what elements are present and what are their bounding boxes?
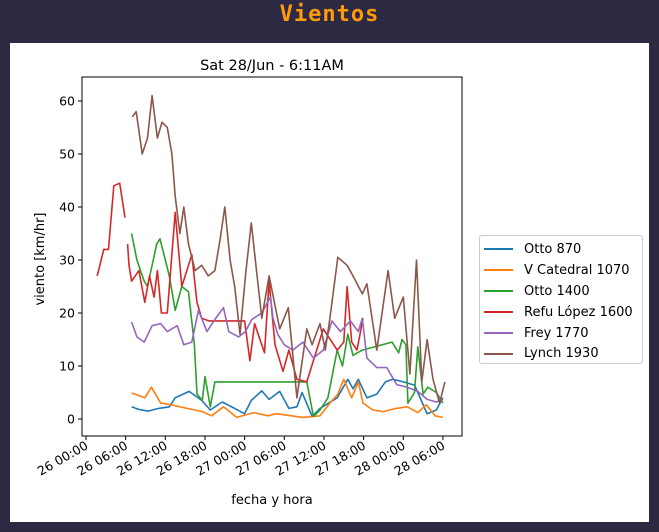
y-tick-label: 60 [59, 94, 75, 109]
series-lines [96, 94, 446, 419]
legend-label: V Catedral 1070 [524, 262, 630, 278]
app-title: Vientos [279, 2, 380, 27]
y-tick-label: 50 [59, 147, 75, 162]
legend-line-swatch [484, 332, 513, 334]
legend-line-swatch [484, 248, 513, 251]
legend-label: Frey 1770 [524, 325, 589, 341]
legend-line-swatch [484, 311, 513, 314]
legend-label: Refu López 1600 [524, 304, 633, 320]
series-line-1 [131, 378, 444, 419]
legend-item: V Catedral 1070 [484, 260, 642, 281]
y-tick-label: 10 [59, 359, 75, 374]
legend-item: Lynch 1930 [484, 343, 642, 364]
legend: Otto 870 V Catedral 1070 Otto 1400 Refu Lóp… [479, 235, 643, 364]
legend-line-swatch [484, 269, 513, 272]
chart-title: Sat 28/Jun - 6:11AM [200, 58, 344, 74]
legend-line-swatch [484, 290, 513, 293]
legend-item: Otto 870 [484, 239, 642, 260]
y-tick-label: 20 [59, 306, 75, 321]
y-axis-label: viento [km/hr] [33, 212, 48, 305]
legend-line-swatch [484, 352, 513, 355]
series-line-2 [130, 233, 444, 418]
series-line-0 [131, 378, 444, 418]
legend-label: Otto 870 [524, 241, 582, 257]
plot-frame [81, 76, 463, 437]
legend-item: Refu López 1600 [484, 302, 642, 323]
legend-item: Otto 1400 [484, 281, 642, 302]
legend-item: Frey 1770 [484, 323, 642, 344]
series-line-5 [131, 94, 446, 404]
y-tick-label: 40 [59, 200, 75, 215]
legend-label: Otto 1400 [524, 283, 590, 299]
y-tick-label: 30 [59, 253, 75, 268]
series-line-3 [96, 182, 364, 383]
chart-panel: Sat 28/Jun - 6:11AM fecha y hora viento … [10, 43, 649, 522]
series-line-4 [130, 296, 444, 403]
y-tick-label: 0 [67, 412, 75, 427]
wind-chart: Sat 28/Jun - 6:11AM fecha y hora viento … [33, 58, 463, 508]
x-axis-label: fecha y hora [231, 493, 312, 508]
legend-label: Lynch 1930 [524, 346, 599, 362]
